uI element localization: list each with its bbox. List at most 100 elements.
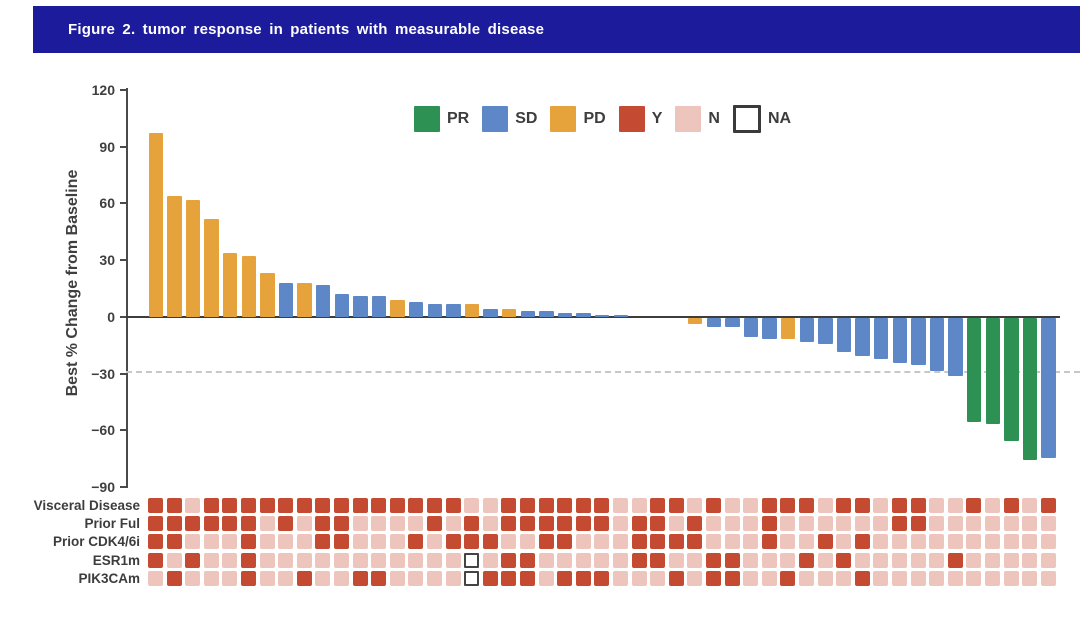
heatmap-cell bbox=[594, 552, 610, 568]
heatmap-cell bbox=[148, 515, 163, 531]
legend-swatch-pr bbox=[414, 106, 440, 132]
heatmap-cell bbox=[222, 534, 238, 550]
waterfall-bar bbox=[1041, 317, 1056, 458]
heatmap-cell bbox=[445, 515, 461, 531]
heatmap-row-label: PIK3CAm bbox=[78, 571, 140, 587]
heatmap-cell bbox=[892, 497, 907, 513]
heatmap-cell bbox=[557, 497, 573, 513]
heatmap-cell bbox=[166, 534, 182, 550]
heatmap-cell bbox=[631, 497, 647, 513]
waterfall-bar bbox=[1022, 317, 1038, 460]
heatmap-row-label: Prior CDK4/6i bbox=[52, 534, 140, 550]
heatmap-cell bbox=[1040, 534, 1056, 550]
heatmap-cell bbox=[836, 534, 852, 550]
heatmap-cell bbox=[408, 552, 424, 568]
heatmap-cell bbox=[445, 497, 461, 513]
y-axis-tick-mark bbox=[120, 89, 127, 91]
heatmap-cell bbox=[296, 515, 312, 531]
y-axis-tick-label: 30 bbox=[99, 252, 115, 269]
heatmap-cell bbox=[613, 534, 628, 550]
heatmap-cell bbox=[650, 552, 666, 568]
waterfall-bar bbox=[706, 317, 721, 328]
y-axis-label: Best % Change from Baseline bbox=[64, 169, 81, 397]
heatmap-cell bbox=[985, 534, 1000, 550]
heatmap-cell bbox=[799, 571, 814, 587]
heatmap-cell bbox=[668, 571, 684, 587]
heatmap-cell bbox=[687, 571, 703, 587]
heatmap-cell bbox=[929, 534, 945, 550]
heatmap-cell bbox=[966, 552, 982, 568]
heatmap-cell bbox=[241, 497, 256, 513]
heatmap-cell bbox=[985, 497, 1000, 513]
heatmap-cell bbox=[650, 571, 666, 587]
heatmap-cell bbox=[259, 552, 275, 568]
heatmap-cell bbox=[799, 497, 814, 513]
y-axis-tick-label: 90 bbox=[99, 138, 115, 155]
heatmap-cell bbox=[557, 515, 573, 531]
heatmap-cell bbox=[780, 515, 796, 531]
heatmap-cell bbox=[817, 497, 833, 513]
heatmap-cell bbox=[817, 552, 833, 568]
heatmap-cell bbox=[761, 497, 777, 513]
heatmap-cell bbox=[799, 534, 814, 550]
heatmap-cell bbox=[947, 552, 963, 568]
heatmap-cell bbox=[427, 571, 442, 587]
legend-item-pr: PR bbox=[414, 106, 469, 132]
heatmap-cell bbox=[780, 497, 796, 513]
heatmap-cell bbox=[259, 497, 275, 513]
heatmap-cell bbox=[241, 552, 256, 568]
heatmap-cell bbox=[854, 534, 870, 550]
heatmap-cell bbox=[334, 552, 349, 568]
heatmap-cell bbox=[259, 534, 275, 550]
heatmap-cell bbox=[166, 552, 182, 568]
waterfall-bar bbox=[278, 282, 294, 317]
legend-item-n: N bbox=[675, 106, 720, 132]
heatmap-cell bbox=[575, 571, 591, 587]
heatmap-cell bbox=[947, 515, 963, 531]
heatmap-cell bbox=[817, 534, 833, 550]
waterfall-bar bbox=[148, 133, 163, 317]
heatmap-cell bbox=[538, 571, 554, 587]
heatmap-cell bbox=[780, 552, 796, 568]
heatmap-cell bbox=[854, 515, 870, 531]
heatmap-cell bbox=[613, 515, 628, 531]
heatmap-cell bbox=[594, 534, 610, 550]
heatmap-cell bbox=[278, 534, 294, 550]
waterfall-bar bbox=[948, 317, 963, 377]
heatmap-cell bbox=[371, 534, 387, 550]
waterfall-bar bbox=[966, 317, 982, 422]
waterfall-bar bbox=[985, 317, 1000, 424]
waterfall-bar bbox=[353, 296, 368, 317]
heatmap-cell bbox=[947, 497, 963, 513]
y-axis-tick-mark bbox=[120, 259, 127, 262]
heatmap-cell bbox=[352, 552, 368, 568]
heatmap-cell bbox=[315, 534, 331, 550]
heatmap-cell bbox=[836, 552, 852, 568]
minus-30-reference-line bbox=[126, 371, 1080, 373]
legend-label: NA bbox=[767, 110, 792, 127]
waterfall-bar bbox=[873, 317, 889, 360]
heatmap-cell bbox=[966, 497, 982, 513]
waterfall-bar bbox=[390, 299, 405, 317]
legend-item-sd: SD bbox=[482, 106, 537, 132]
heatmap-cell bbox=[1040, 552, 1056, 568]
y-axis-tick-label: −30 bbox=[91, 365, 115, 382]
heatmap-cell bbox=[836, 571, 852, 587]
heatmap-cell bbox=[854, 497, 870, 513]
heatmap-cell bbox=[427, 534, 442, 550]
heatmap-cell bbox=[464, 515, 480, 531]
heatmap-cell bbox=[185, 515, 201, 531]
legend-item-pd: PD bbox=[550, 106, 606, 132]
heatmap-cell bbox=[315, 515, 331, 531]
waterfall-bar bbox=[836, 317, 852, 352]
heatmap-cell bbox=[538, 515, 554, 531]
heatmap-cell bbox=[1003, 571, 1019, 587]
heatmap-cell bbox=[892, 515, 907, 531]
heatmap-cell bbox=[892, 571, 907, 587]
y-axis-tick-mark bbox=[120, 486, 127, 488]
heatmap-cell bbox=[966, 515, 982, 531]
heatmap-cell bbox=[427, 497, 442, 513]
heatmap-cell bbox=[743, 497, 759, 513]
waterfall-bar bbox=[167, 195, 182, 317]
heatmap-row-label: ESR1m bbox=[92, 552, 140, 568]
